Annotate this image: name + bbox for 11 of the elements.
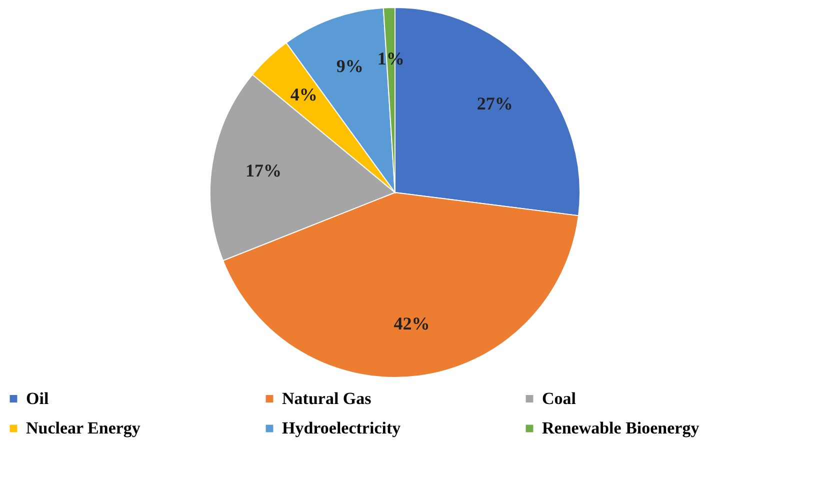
legend-label: Oil (26, 388, 49, 408)
data-label: 27% (476, 93, 513, 114)
legend-label: Renewable Bioenergy (542, 418, 700, 438)
data-label: 9% (336, 56, 364, 76)
data-label: 4% (290, 84, 318, 104)
legend-label: Nuclear Energy (26, 418, 141, 438)
data-label: 42% (394, 314, 430, 334)
legend-label: Natural Gas (282, 388, 372, 408)
legend-label: Coal (542, 388, 576, 408)
data-label: 17% (245, 160, 282, 181)
legend-label: Hydroelectricity (282, 418, 402, 438)
